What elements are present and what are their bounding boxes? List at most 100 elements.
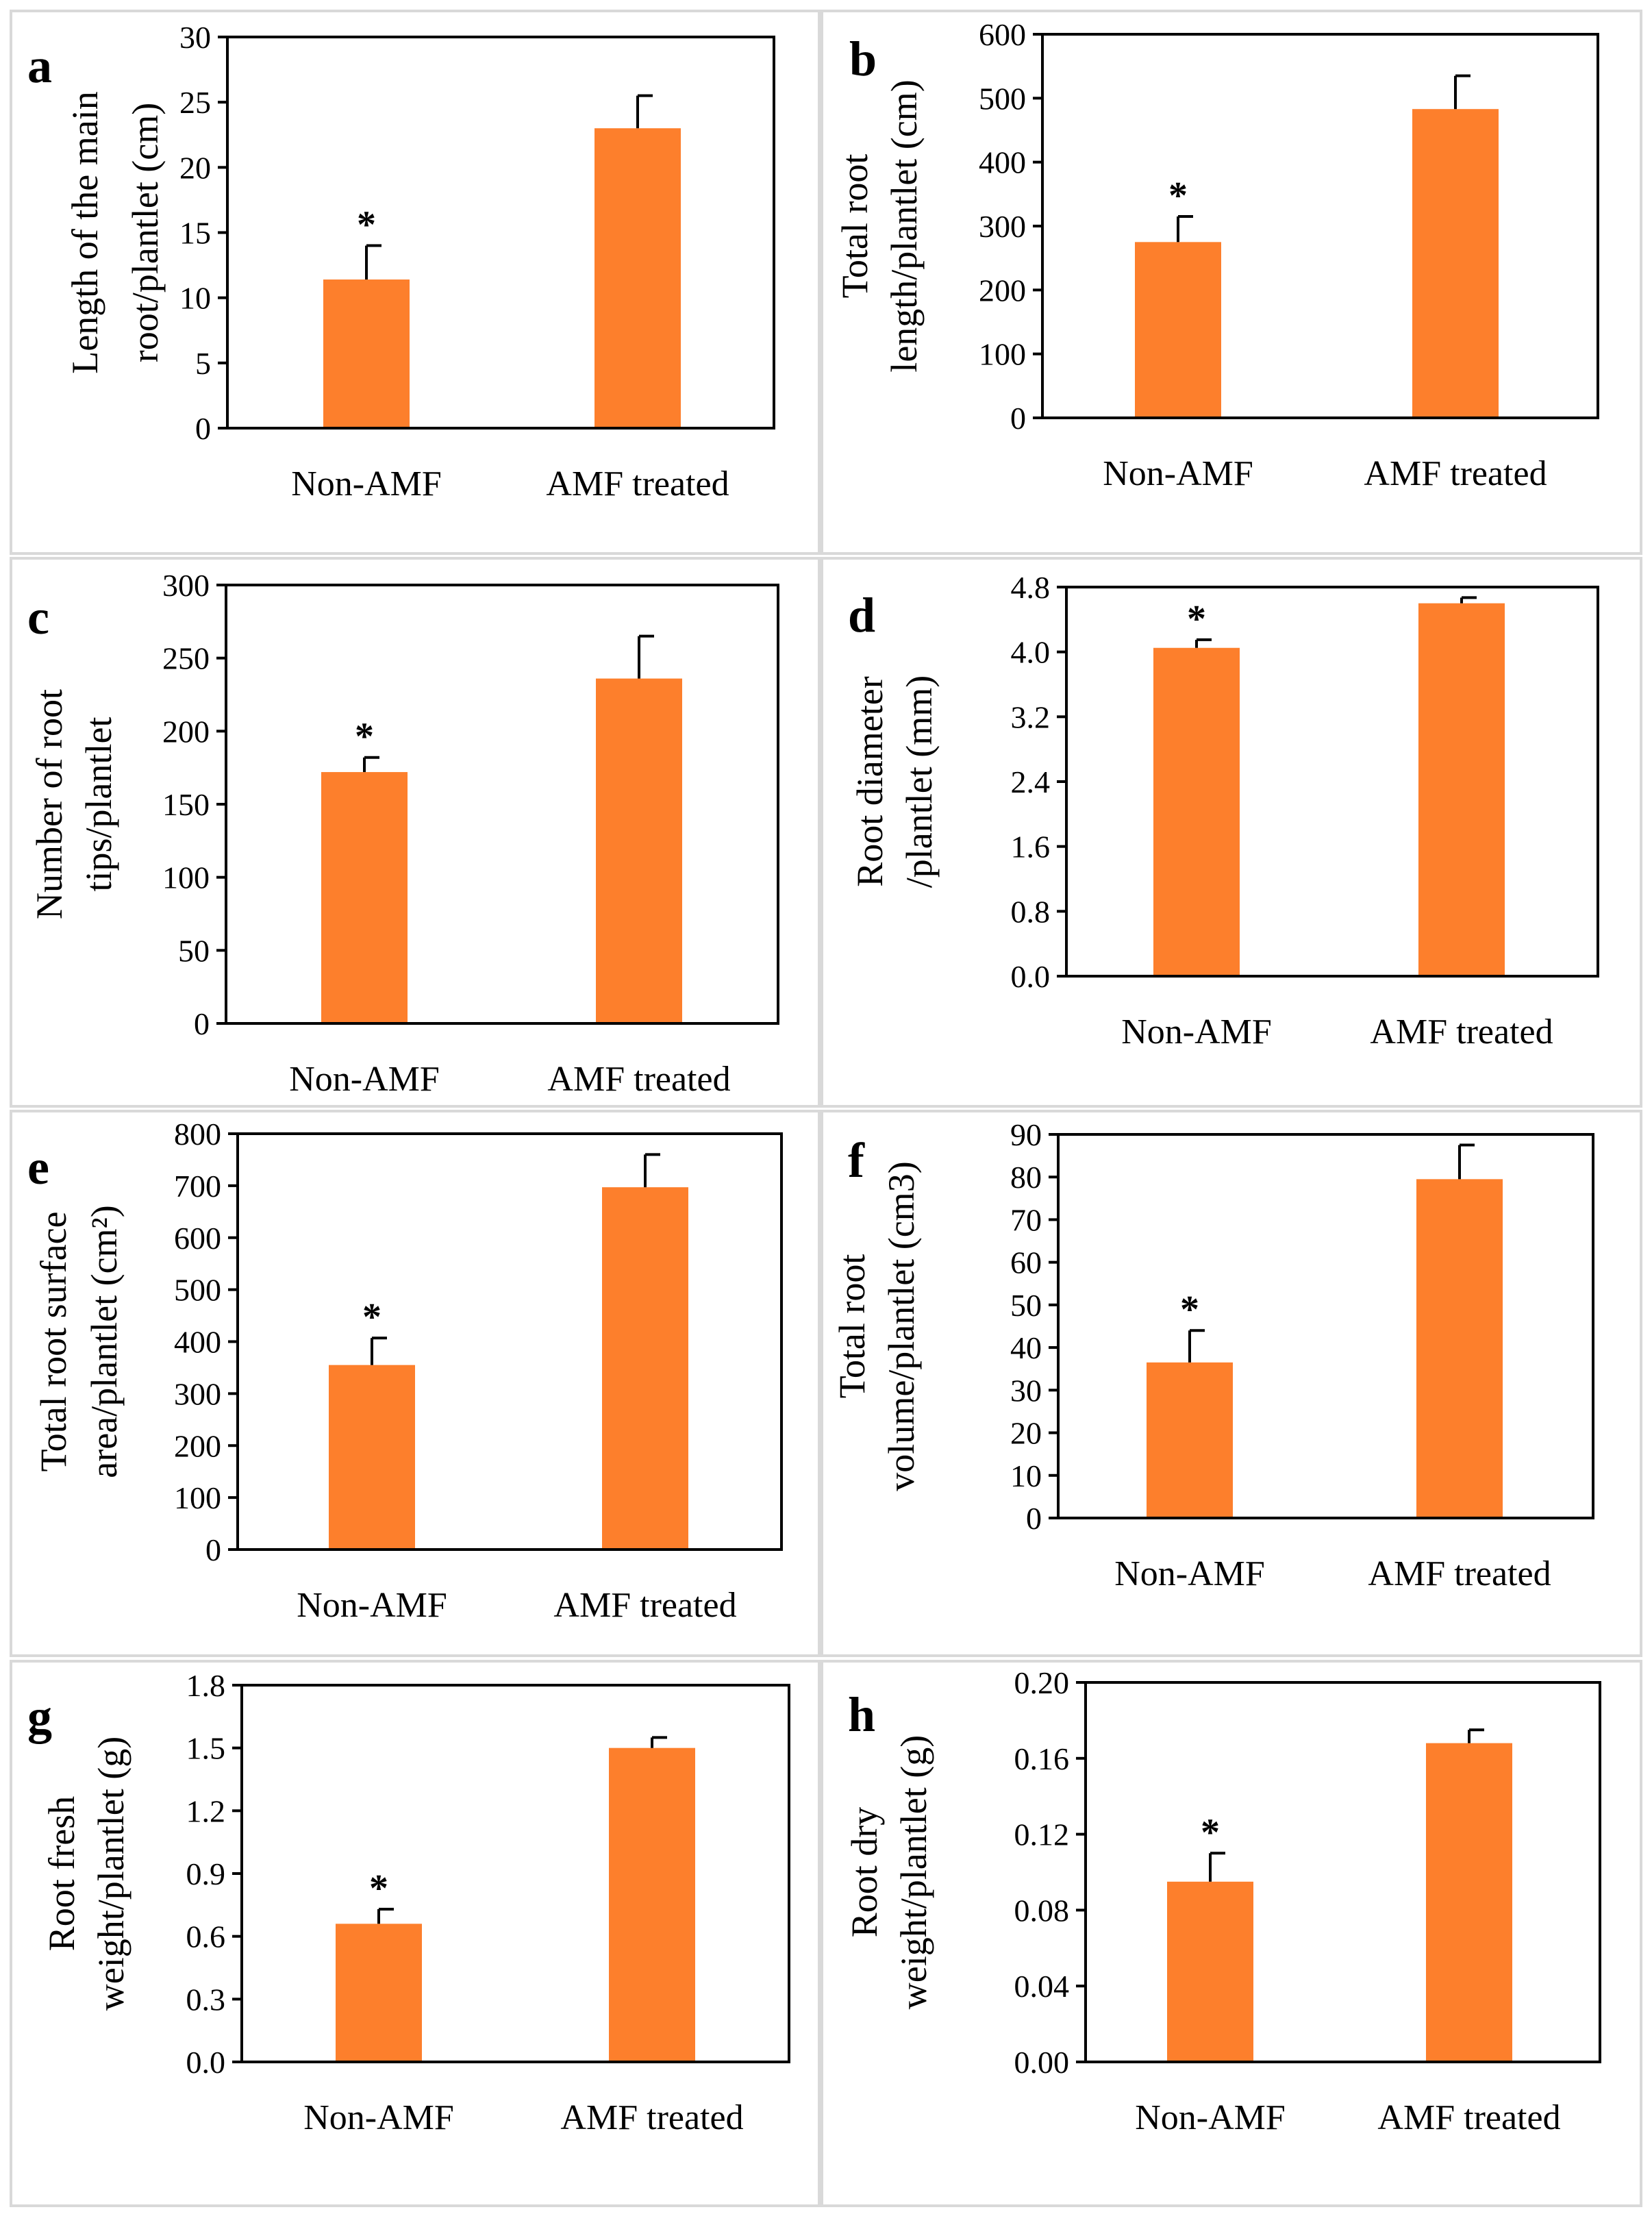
panel-letter-e: e bbox=[27, 1140, 49, 1195]
y-tick-label-h: 0.08 bbox=[1014, 1893, 1070, 1928]
y-tick-label-h: 0.16 bbox=[1014, 1741, 1070, 1776]
x-category-label-f-2: AMF treated bbox=[1368, 1554, 1551, 1593]
bar-a-2 bbox=[595, 128, 681, 428]
panel-border bbox=[10, 557, 821, 1108]
bar-c-2 bbox=[596, 678, 682, 1023]
panel-letter-b: b bbox=[849, 32, 877, 86]
x-category-label-h-1: Non-AMF bbox=[1135, 2098, 1286, 2137]
y-tick-label-b: 300 bbox=[979, 209, 1026, 244]
y-tick-label-g: 0.3 bbox=[186, 1982, 226, 2017]
y-tick-label-c: 250 bbox=[162, 641, 210, 676]
y-tick-label-h: 0.00 bbox=[1014, 2045, 1070, 2080]
y-tick-label-d: 2.4 bbox=[1011, 764, 1051, 799]
panel-letter-a: a bbox=[27, 38, 52, 93]
y-tick-label-e: 0 bbox=[205, 1532, 221, 1567]
bar-f-2 bbox=[1416, 1179, 1503, 1518]
significance-mark-e-1: * bbox=[362, 1296, 381, 1339]
y-tick-label-a: 25 bbox=[179, 85, 211, 120]
y-tick-label-f: 20 bbox=[1010, 1416, 1042, 1451]
y-axis-title-f: Total root bbox=[831, 1254, 873, 1399]
y-tick-label-f: 30 bbox=[1010, 1373, 1042, 1408]
bar-e-2 bbox=[602, 1187, 688, 1550]
y-tick-label-a: 20 bbox=[179, 150, 211, 185]
panel-a: * 0 5 10 15 20 25 30 Non-AMF AMF treated Length of… bbox=[10, 10, 821, 555]
panel-letter-g: g bbox=[27, 1689, 52, 1744]
y-tick-label-e: 500 bbox=[174, 1273, 221, 1308]
y-tick-label-e: 800 bbox=[174, 1117, 221, 1152]
panel-letter-h: h bbox=[848, 1687, 875, 1742]
plot-frame-f bbox=[1057, 1133, 1594, 1519]
y-tick-label-a: 5 bbox=[195, 346, 211, 381]
y-tick-label-f: 0 bbox=[1026, 1501, 1042, 1536]
y-tick-label-a: 30 bbox=[179, 20, 211, 55]
y-axis-title-d: /plantlet (mm) bbox=[899, 675, 940, 888]
y-tick-label-e: 600 bbox=[174, 1221, 221, 1256]
panel-h: * 0.00 0.04 0.08 0.12 0.16 0.20 Non-AMF AMF trea… bbox=[821, 1660, 1642, 2207]
y-tick-label-c: 150 bbox=[162, 787, 210, 822]
y-tick-label-g: 1.5 bbox=[186, 1731, 226, 1766]
y-tick-label-f: 80 bbox=[1010, 1160, 1042, 1195]
y-axis-title-h: Root dry bbox=[844, 1807, 885, 1938]
bar-e-1 bbox=[329, 1365, 415, 1550]
y-tick-label-c: 200 bbox=[162, 714, 210, 749]
y-axis-title-a: root/plantlet (cm) bbox=[125, 103, 166, 362]
significance-mark-h-1: * bbox=[1201, 1811, 1220, 1854]
panel-letter-c: c bbox=[27, 590, 49, 645]
x-category-label-g-2: AMF treated bbox=[560, 2098, 743, 2137]
panel-letter-f: f bbox=[848, 1133, 865, 1188]
bar-g-1 bbox=[336, 1924, 422, 2062]
y-axis-title-a: Length of the main bbox=[64, 91, 105, 373]
y-tick-label-e: 400 bbox=[174, 1325, 221, 1360]
y-axis-title-g: weight/plantlet (g) bbox=[90, 1737, 132, 2011]
y-tick-label-g: 0.0 bbox=[186, 2045, 226, 2080]
y-tick-label-c: 50 bbox=[178, 933, 210, 968]
bar-f-1 bbox=[1147, 1362, 1233, 1518]
significance-mark-b-1: * bbox=[1168, 175, 1188, 217]
significance-mark-d-1: * bbox=[1187, 598, 1206, 640]
panel-f: * 0 10 20 30 40 50 60 70 80 90 Non-AMF AMF treated To… bbox=[821, 1110, 1642, 1657]
panel-border bbox=[10, 10, 821, 555]
y-tick-label-g: 1.8 bbox=[186, 1668, 226, 1703]
y-axis-title-e: Total root surface bbox=[33, 1211, 74, 1471]
y-tick-label-g: 0.6 bbox=[186, 1919, 226, 1954]
y-tick-label-b: 0 bbox=[1010, 401, 1026, 436]
y-axis-title-d: Root diameter bbox=[849, 676, 890, 886]
y-tick-label-f: 10 bbox=[1010, 1458, 1042, 1493]
plot-frame-h bbox=[1084, 1681, 1601, 2063]
y-tick-label-d: 4.0 bbox=[1011, 635, 1051, 670]
y-tick-label-b: 600 bbox=[979, 17, 1026, 52]
y-tick-label-b: 200 bbox=[979, 273, 1026, 308]
y-tick-label-d: 4.8 bbox=[1011, 570, 1051, 605]
y-tick-label-a: 0 bbox=[195, 411, 211, 446]
x-category-label-c-2: AMF treated bbox=[547, 1060, 730, 1099]
y-tick-label-h: 0.12 bbox=[1014, 1817, 1070, 1852]
y-tick-label-f: 70 bbox=[1010, 1202, 1042, 1237]
y-axis-title-f: volume/plantlet (cm3) bbox=[881, 1161, 922, 1491]
bar-c-1 bbox=[321, 772, 408, 1023]
y-tick-label-f: 90 bbox=[1010, 1117, 1042, 1152]
y-tick-label-f: 60 bbox=[1010, 1245, 1042, 1280]
x-category-label-a-1: Non-AMF bbox=[291, 464, 442, 503]
y-tick-label-f: 40 bbox=[1010, 1330, 1042, 1365]
y-axis-title-b: Total root bbox=[834, 154, 875, 299]
y-axis-title-e: area/plantlet (cm²) bbox=[84, 1205, 125, 1478]
y-axis-title-c: tips/plantlet bbox=[78, 717, 119, 892]
x-category-label-e-2: AMF treated bbox=[553, 1586, 736, 1625]
y-tick-label-a: 15 bbox=[179, 216, 211, 251]
y-tick-label-f: 50 bbox=[1010, 1288, 1042, 1323]
y-tick-label-e: 700 bbox=[174, 1169, 221, 1204]
panel-g: * 0.0 0.3 0.6 0.9 1.2 1.5 1.8 Non-AMF AMF treated… bbox=[10, 1660, 821, 2207]
significance-mark-c-1: * bbox=[355, 716, 374, 758]
panel-c: * 0 50 100 150 200 250 300 Non-AMF AMF treated Num… bbox=[10, 557, 821, 1108]
x-category-label-b-1: Non-AMF bbox=[1103, 454, 1253, 493]
y-axis-title-g: Root fresh bbox=[41, 1796, 82, 1951]
bar-d-2 bbox=[1418, 603, 1505, 976]
bar-g-2 bbox=[609, 1747, 695, 2062]
y-tick-label-c: 300 bbox=[162, 568, 210, 603]
y-tick-label-b: 500 bbox=[979, 81, 1026, 116]
y-tick-label-d: 0.0 bbox=[1011, 959, 1051, 994]
x-category-label-b-2: AMF treated bbox=[1364, 454, 1547, 493]
y-tick-label-c: 100 bbox=[162, 860, 210, 895]
x-category-label-e-1: Non-AMF bbox=[297, 1586, 447, 1625]
